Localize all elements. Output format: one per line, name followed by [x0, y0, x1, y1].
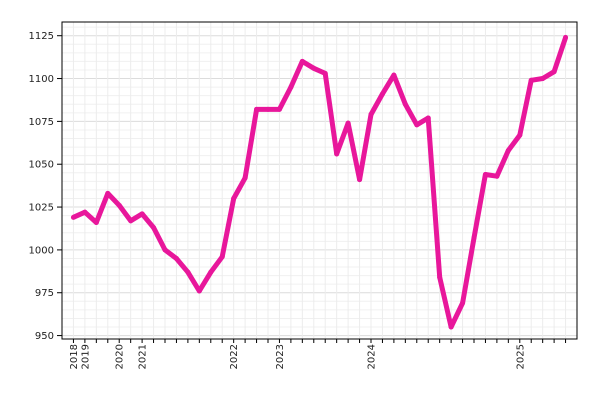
- data-point: [196, 288, 202, 294]
- data-point: [460, 300, 466, 306]
- y-tick-label: 950: [35, 331, 54, 342]
- y-tick-label: 1025: [29, 203, 54, 214]
- data-point: [288, 84, 294, 90]
- data-point: [425, 115, 431, 121]
- y-tick-label: 1125: [29, 31, 54, 42]
- y-tick-label: 1050: [29, 160, 54, 171]
- x-tick-label: 2023: [275, 344, 286, 369]
- data-point: [311, 65, 317, 71]
- y-tick-label: 1000: [29, 245, 54, 256]
- data-point: [414, 122, 420, 128]
- data-point: [334, 151, 340, 157]
- data-point: [494, 173, 500, 179]
- data-point: [173, 255, 179, 261]
- x-tick-label: 2021: [138, 344, 149, 369]
- data-point: [482, 172, 488, 178]
- data-point: [82, 209, 88, 215]
- data-point: [345, 120, 351, 126]
- data-point: [93, 219, 99, 225]
- x-tick-label: 2020: [115, 344, 126, 369]
- y-axis: 950 975 1000 1025 1050 1075 1100 1125: [29, 31, 62, 342]
- data-point: [357, 177, 363, 183]
- series-layer: [70, 34, 569, 330]
- data-point: [185, 269, 191, 275]
- x-tick-label: 2025: [515, 344, 526, 369]
- data-point: [242, 175, 248, 181]
- data-point: [128, 218, 134, 224]
- data-point: [70, 214, 76, 220]
- data-point: [563, 34, 569, 40]
- y-tick-label: 1075: [29, 117, 54, 128]
- data-point: [208, 269, 214, 275]
- data-point: [379, 91, 385, 97]
- grid: [62, 22, 577, 339]
- data-point: [368, 112, 374, 118]
- data-point: [105, 190, 111, 196]
- data-point: [299, 58, 305, 64]
- data-point: [151, 225, 157, 231]
- data-point: [528, 77, 534, 83]
- data-point: [471, 235, 477, 241]
- data-point: [437, 274, 443, 280]
- data-point: [402, 101, 408, 107]
- data-point: [254, 106, 260, 112]
- x-axis: 2018 2019 2020 2021 2022 2023 2024 2025: [69, 339, 567, 369]
- data-point: [219, 254, 225, 260]
- x-tick-label: 2024: [367, 344, 378, 369]
- data-point: [448, 324, 454, 330]
- data-point: [162, 247, 168, 253]
- x-tick-label: 2019: [80, 344, 91, 369]
- x-tick-label: 2018: [69, 344, 80, 369]
- data-point: [116, 202, 122, 208]
- data-point: [322, 70, 328, 76]
- plot-frame: [61, 21, 578, 340]
- data-point: [517, 132, 523, 138]
- series-line: [72, 36, 568, 330]
- data-point: [391, 72, 397, 78]
- data-point: [231, 195, 237, 201]
- data-point: [505, 148, 511, 154]
- data-point: [265, 106, 271, 112]
- data-point: [139, 211, 145, 217]
- x-tick-label: 2022: [229, 344, 240, 369]
- data-point: [540, 76, 546, 82]
- y-tick-label: 1100: [29, 74, 54, 85]
- y-tick-label: 975: [35, 288, 54, 299]
- data-point: [276, 106, 282, 112]
- data-point: [551, 69, 557, 75]
